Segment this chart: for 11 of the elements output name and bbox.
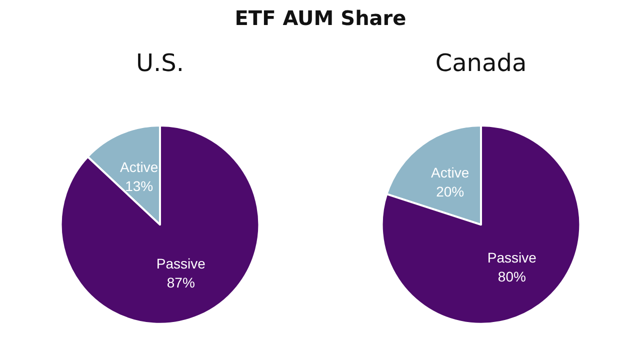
data-label: 87% bbox=[166, 274, 195, 290]
chart-subtitle: Canada bbox=[435, 49, 527, 77]
chart-subtitle: U.S. bbox=[136, 49, 184, 77]
slice-label: Active bbox=[431, 164, 470, 181]
slice-label: Passive bbox=[156, 255, 206, 272]
data-label: 20% bbox=[436, 184, 464, 200]
text: ETF AUM Share bbox=[234, 6, 408, 30]
slice-label: Passive bbox=[487, 250, 537, 266]
slice-label: Active bbox=[120, 158, 158, 175]
data-label: 13% bbox=[125, 178, 154, 194]
data-label: 80% bbox=[498, 268, 526, 285]
